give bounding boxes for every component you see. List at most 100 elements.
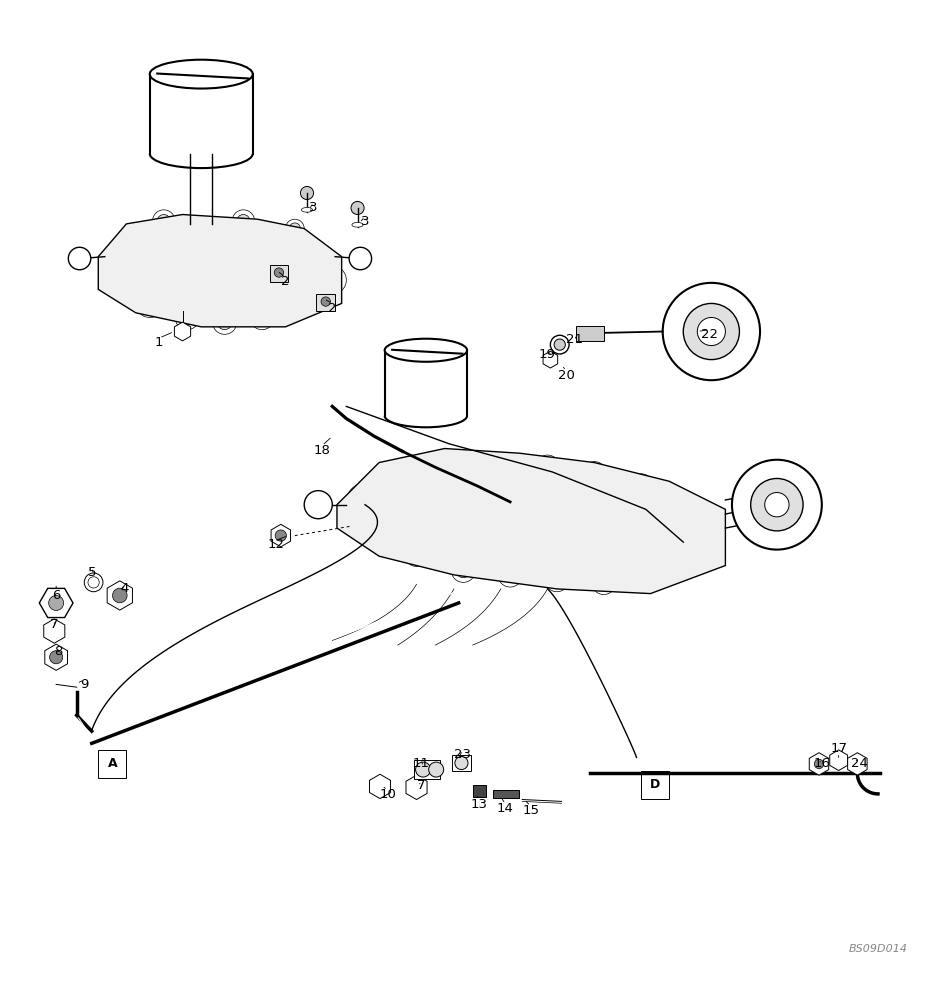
Circle shape xyxy=(232,210,255,232)
Bar xyxy=(452,755,471,771)
Circle shape xyxy=(489,452,513,477)
Polygon shape xyxy=(107,581,133,610)
Text: 9: 9 xyxy=(80,678,88,691)
Polygon shape xyxy=(45,644,67,670)
Circle shape xyxy=(493,457,508,472)
Circle shape xyxy=(250,305,274,330)
Text: 3: 3 xyxy=(360,215,370,228)
Polygon shape xyxy=(337,449,725,594)
Circle shape xyxy=(285,219,304,238)
Polygon shape xyxy=(271,524,290,547)
Ellipse shape xyxy=(301,208,313,212)
Circle shape xyxy=(300,186,314,200)
Circle shape xyxy=(112,588,127,603)
Circle shape xyxy=(582,462,607,486)
Text: D: D xyxy=(651,778,660,791)
Polygon shape xyxy=(174,322,191,341)
Text: 6: 6 xyxy=(52,589,60,602)
Text: 13: 13 xyxy=(471,798,488,811)
Circle shape xyxy=(540,460,555,475)
Circle shape xyxy=(549,572,564,587)
Circle shape xyxy=(676,493,700,517)
Text: 7: 7 xyxy=(417,779,426,792)
Circle shape xyxy=(404,542,429,566)
Circle shape xyxy=(535,455,560,479)
Text: 1: 1 xyxy=(154,336,164,349)
Circle shape xyxy=(292,298,307,313)
Circle shape xyxy=(397,508,427,538)
Circle shape xyxy=(545,567,569,592)
Circle shape xyxy=(324,272,341,288)
Circle shape xyxy=(136,289,164,317)
Text: 3: 3 xyxy=(309,201,318,214)
Circle shape xyxy=(153,210,175,232)
Circle shape xyxy=(346,483,384,521)
Text: 15: 15 xyxy=(522,804,539,817)
Circle shape xyxy=(255,310,270,325)
Polygon shape xyxy=(848,753,867,775)
Bar xyxy=(493,790,519,798)
Bar xyxy=(641,771,669,799)
Circle shape xyxy=(237,215,250,228)
Circle shape xyxy=(353,490,377,514)
Polygon shape xyxy=(98,215,342,327)
Text: 5: 5 xyxy=(87,566,96,579)
Text: 12: 12 xyxy=(268,538,285,551)
Circle shape xyxy=(212,310,237,334)
Circle shape xyxy=(217,315,232,330)
Circle shape xyxy=(175,305,199,330)
Text: 24: 24 xyxy=(851,757,868,770)
Circle shape xyxy=(596,575,611,590)
Text: 22: 22 xyxy=(701,328,718,341)
Text: 2: 2 xyxy=(328,302,337,315)
Circle shape xyxy=(287,293,312,317)
Polygon shape xyxy=(810,753,828,775)
Circle shape xyxy=(751,478,803,531)
Text: 14: 14 xyxy=(497,802,514,815)
Circle shape xyxy=(105,259,139,292)
Text: 2: 2 xyxy=(281,275,290,288)
Text: 21: 21 xyxy=(566,333,583,346)
Text: 4: 4 xyxy=(121,582,128,595)
Circle shape xyxy=(676,535,700,559)
Circle shape xyxy=(304,491,332,519)
Text: 19: 19 xyxy=(538,348,555,361)
Polygon shape xyxy=(370,774,390,799)
Circle shape xyxy=(697,317,725,346)
Circle shape xyxy=(680,539,695,554)
Ellipse shape xyxy=(150,60,253,89)
Polygon shape xyxy=(39,588,73,618)
Circle shape xyxy=(587,466,602,481)
Circle shape xyxy=(49,595,64,610)
Circle shape xyxy=(409,547,424,562)
Circle shape xyxy=(274,268,284,277)
Bar xyxy=(473,785,486,797)
Circle shape xyxy=(349,247,372,270)
Text: 10: 10 xyxy=(379,788,396,801)
Text: 16: 16 xyxy=(813,757,830,770)
Circle shape xyxy=(634,478,649,493)
Text: BS09D014: BS09D014 xyxy=(849,944,908,954)
Ellipse shape xyxy=(352,222,363,227)
Circle shape xyxy=(351,201,364,215)
Bar xyxy=(270,265,288,282)
Text: A: A xyxy=(108,757,117,770)
Text: 20: 20 xyxy=(558,369,575,382)
Text: 18: 18 xyxy=(314,444,330,457)
Circle shape xyxy=(732,460,822,550)
Circle shape xyxy=(455,756,468,770)
Circle shape xyxy=(663,283,760,380)
Bar xyxy=(414,760,440,779)
Circle shape xyxy=(503,567,518,582)
Circle shape xyxy=(629,474,653,498)
Circle shape xyxy=(68,247,91,270)
Bar xyxy=(98,750,126,778)
Polygon shape xyxy=(406,775,427,800)
Text: 23: 23 xyxy=(454,748,471,761)
Circle shape xyxy=(680,497,695,512)
Circle shape xyxy=(321,297,330,306)
Ellipse shape xyxy=(385,339,467,362)
Circle shape xyxy=(634,563,658,587)
Circle shape xyxy=(429,762,444,777)
Polygon shape xyxy=(829,750,848,771)
